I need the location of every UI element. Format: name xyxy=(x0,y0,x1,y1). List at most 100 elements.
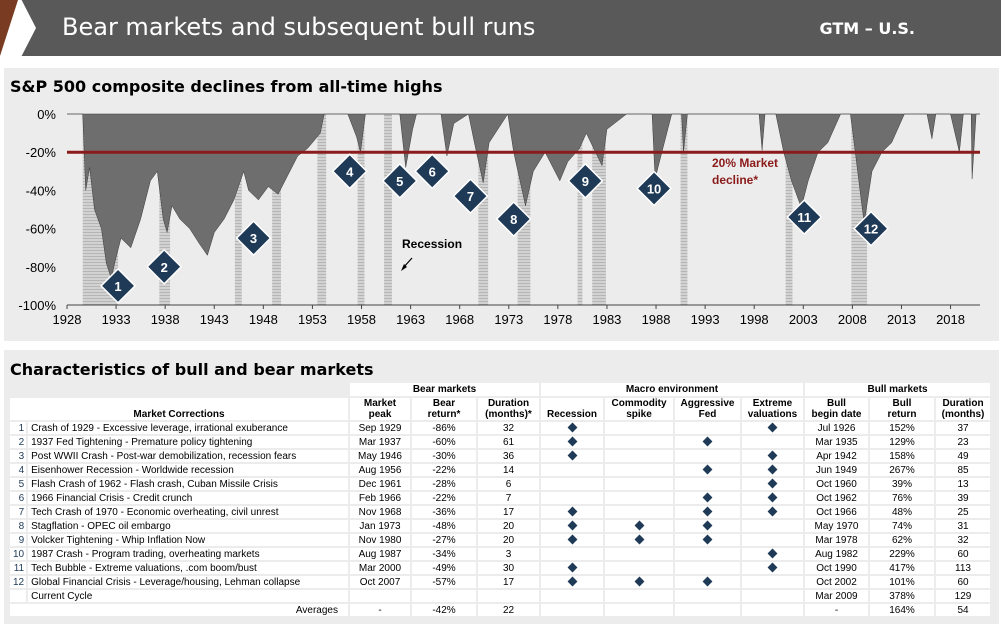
table-row: 3 Post WWII Crash - Post-war demobilizati… xyxy=(7,448,992,464)
commodity-flag xyxy=(603,420,675,436)
fed-flag xyxy=(673,546,742,562)
bull-return: 48% xyxy=(868,504,936,520)
table-row: 9 Volcker Tightening - Whip Inflation Now… xyxy=(7,532,992,548)
bull-duration: 49 xyxy=(934,448,992,464)
bear-return: -30% xyxy=(410,448,478,464)
fed-flag xyxy=(673,532,742,548)
commodity-flag xyxy=(603,434,675,450)
diamond-icon xyxy=(567,450,577,460)
bull-begin-date: Jun 1949 xyxy=(803,462,870,478)
valuation-flag xyxy=(740,546,805,562)
bull-begin-date: Mar 1978 xyxy=(803,532,870,548)
bull-return: 39% xyxy=(868,476,936,492)
x-tick-label: 2013 xyxy=(887,312,916,327)
page-tag: GTM – U.S. xyxy=(819,19,916,38)
valuation-flag xyxy=(740,518,805,534)
x-tick-label: 1948 xyxy=(249,312,278,327)
event-marker-label: 7 xyxy=(467,189,474,204)
x-tick-label: 1953 xyxy=(298,312,327,327)
drawdown-chart: 0%-20%-40%-60%-80%-100% 1928 1933 1938 1943… xyxy=(18,107,980,327)
col-bull-return: Bull return xyxy=(868,396,936,422)
bull-duration: 13 xyxy=(934,476,992,492)
col-market-corrections: Market Corrections xyxy=(8,396,350,422)
recession-band xyxy=(680,114,688,305)
fed-flag xyxy=(673,420,742,436)
bear-return: -22% xyxy=(410,462,478,478)
bull-begin-date: Oct 1960 xyxy=(803,476,870,492)
table-row: 7 Tech Crash of 1970 - Economic overheati… xyxy=(7,504,992,520)
row-index: 1 xyxy=(7,420,29,436)
bull-duration: 32 xyxy=(934,532,992,548)
bear-return: -86% xyxy=(410,420,478,436)
recession-flag xyxy=(539,420,605,436)
bull-duration: 60 xyxy=(934,546,992,562)
diamond-icon xyxy=(767,562,778,572)
event-marker-label: 3 xyxy=(250,231,257,246)
commodity-flag xyxy=(603,518,675,534)
valuation-flag xyxy=(740,462,805,478)
commodity-flag xyxy=(603,546,675,562)
correction-name: 1937 Fed Tightening - Premature policy t… xyxy=(26,434,350,450)
recession-band xyxy=(317,114,327,305)
correction-name: Flash Crash of 1962 - Flash crash, Cuban… xyxy=(26,476,350,492)
fed-flag xyxy=(673,560,742,576)
x-tick-label: 1998 xyxy=(740,312,769,327)
diamond-icon xyxy=(702,576,713,586)
correction-name: Crash of 1929 - Excessive leverage, irra… xyxy=(26,420,350,436)
correction-name: Volcker Tightening - Whip Inflation Now xyxy=(26,532,350,548)
commodity-flag xyxy=(603,504,675,520)
row-index: 5 xyxy=(7,476,29,492)
event-marker-3: 3 xyxy=(235,220,272,257)
event-marker-9: 9 xyxy=(567,162,604,199)
event-marker-12: 12 xyxy=(852,210,890,247)
table-row: 6 1966 Financial Crisis - Credit crunch Fe… xyxy=(7,490,992,506)
correction-name: Global Financial Crisis - Leverage/housi… xyxy=(26,574,350,590)
group-macro-environment: Macro environment xyxy=(539,381,805,398)
event-marker-8: 8 xyxy=(495,201,532,238)
diamond-icon xyxy=(702,436,713,446)
diamond-icon xyxy=(767,492,778,502)
bear-duration: 17 xyxy=(476,504,541,520)
bull-return: 62% xyxy=(868,532,936,548)
bull-return: 378% xyxy=(868,588,936,604)
recession-pointer-head xyxy=(401,264,407,271)
col-bear-duration: Duration (months)* xyxy=(476,396,541,422)
diamond-icon xyxy=(567,520,577,530)
bull-duration: 23 xyxy=(934,434,992,450)
bull-return: 267% xyxy=(868,462,936,478)
diamond-icon xyxy=(767,450,778,460)
market-peak: Oct 2007 xyxy=(348,574,412,590)
bull-duration: 85 xyxy=(934,462,992,478)
bull-begin-date: Oct 2002 xyxy=(803,574,870,590)
x-tick-label: 1938 xyxy=(151,312,180,327)
group-bull-markets: Bull markets xyxy=(803,381,992,398)
row-index: 3 xyxy=(7,448,29,464)
bear-duration: 36 xyxy=(476,448,541,464)
valuation-flag xyxy=(740,448,805,464)
threshold-label-line1: 20% Market xyxy=(712,156,778,170)
market-peak: Sep 1929 xyxy=(348,420,412,436)
valuation-flag xyxy=(740,504,805,520)
fed-flag xyxy=(673,574,742,590)
x-tick-label: 1993 xyxy=(691,312,720,327)
fed-flag xyxy=(673,518,742,534)
row-index: 7 xyxy=(7,504,29,520)
recession-band xyxy=(357,114,365,305)
event-marker-5: 5 xyxy=(381,162,418,199)
fed-flag xyxy=(673,448,742,464)
bull-return: 101% xyxy=(868,574,936,590)
correction-name: 1987 Crash - Program trading, overheatin… xyxy=(26,546,350,562)
diamond-icon xyxy=(767,422,778,432)
market-peak: Mar 1937 xyxy=(348,434,412,450)
bull-return: 229% xyxy=(868,546,936,562)
valuation-flag xyxy=(740,434,805,450)
commodity-flag xyxy=(603,462,675,478)
recession-flag xyxy=(539,448,605,464)
table-row: Current Cycle Mar 2009 378% 129 xyxy=(7,588,992,604)
row-index: 11 xyxy=(7,560,29,576)
y-tick-label: -20% xyxy=(26,145,57,160)
diamond-icon xyxy=(567,576,577,586)
col-extreme-valuations: Extreme valuations xyxy=(740,396,805,422)
bear-duration xyxy=(476,588,541,604)
recession-band xyxy=(384,114,392,305)
